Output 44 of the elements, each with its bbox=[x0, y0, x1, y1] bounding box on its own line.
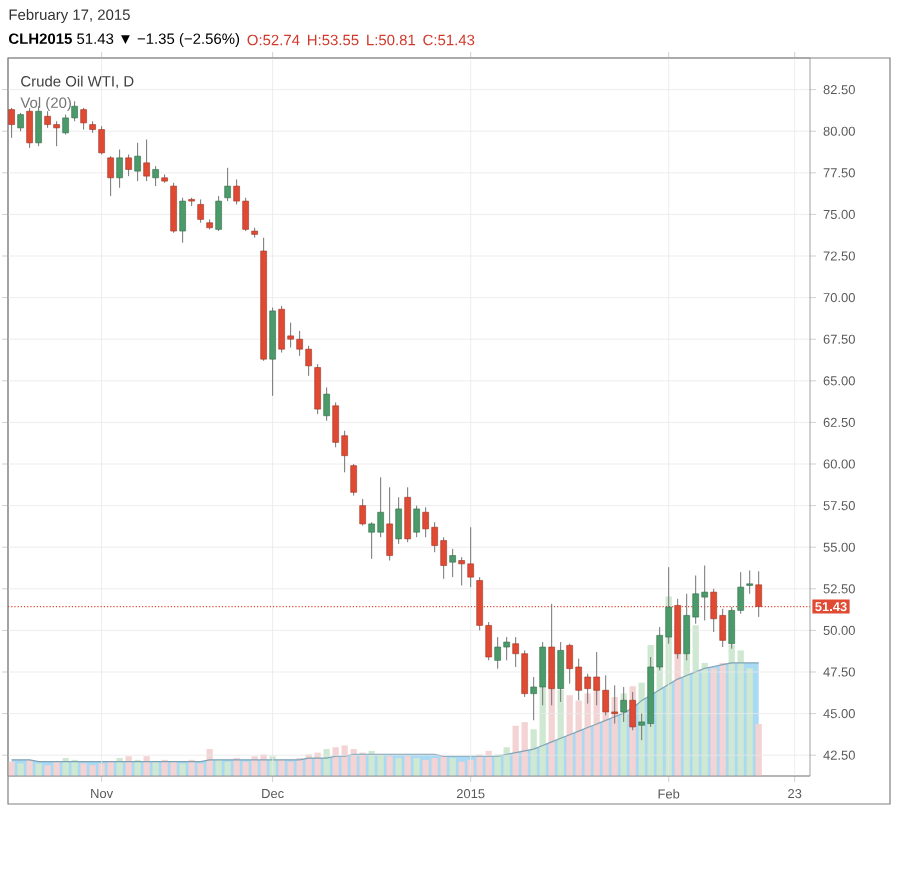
bar bbox=[449, 758, 456, 776]
candlestick bbox=[152, 165, 159, 187]
candlestick bbox=[350, 463, 357, 497]
bar bbox=[116, 758, 123, 776]
candlestick bbox=[179, 197, 186, 244]
candlestick bbox=[215, 195, 222, 232]
bar bbox=[35, 763, 42, 776]
bar bbox=[395, 758, 402, 776]
bar bbox=[143, 756, 150, 776]
candlestick bbox=[404, 486, 411, 543]
candlestick bbox=[449, 548, 456, 578]
candlestick bbox=[224, 167, 231, 202]
candlestick bbox=[116, 149, 123, 189]
bar bbox=[152, 761, 159, 776]
bar bbox=[719, 662, 726, 776]
candlestick bbox=[746, 570, 753, 595]
bar bbox=[386, 756, 393, 776]
bar bbox=[755, 723, 762, 776]
candlestick bbox=[8, 107, 15, 139]
bar bbox=[17, 763, 24, 776]
candlestick bbox=[386, 486, 393, 562]
bar bbox=[413, 758, 420, 776]
candlestick bbox=[26, 107, 33, 149]
candlestick bbox=[197, 198, 204, 224]
candlestick bbox=[170, 182, 177, 234]
bar bbox=[26, 759, 33, 776]
bar bbox=[323, 749, 330, 776]
candlestick bbox=[143, 139, 150, 182]
candlestick bbox=[35, 105, 42, 147]
bar bbox=[404, 756, 411, 776]
candlestick bbox=[107, 155, 114, 197]
bar bbox=[125, 756, 132, 776]
candlestick bbox=[17, 112, 24, 132]
bar bbox=[521, 722, 528, 776]
candlestick bbox=[359, 498, 366, 527]
candlestick bbox=[80, 107, 87, 131]
candlestick bbox=[314, 363, 321, 415]
candlestick bbox=[413, 505, 420, 538]
candlestick bbox=[134, 142, 141, 182]
candlestick bbox=[125, 154, 132, 177]
bar bbox=[134, 759, 141, 776]
candlestick bbox=[323, 386, 330, 422]
candlestick bbox=[395, 496, 402, 545]
bar bbox=[179, 763, 186, 776]
